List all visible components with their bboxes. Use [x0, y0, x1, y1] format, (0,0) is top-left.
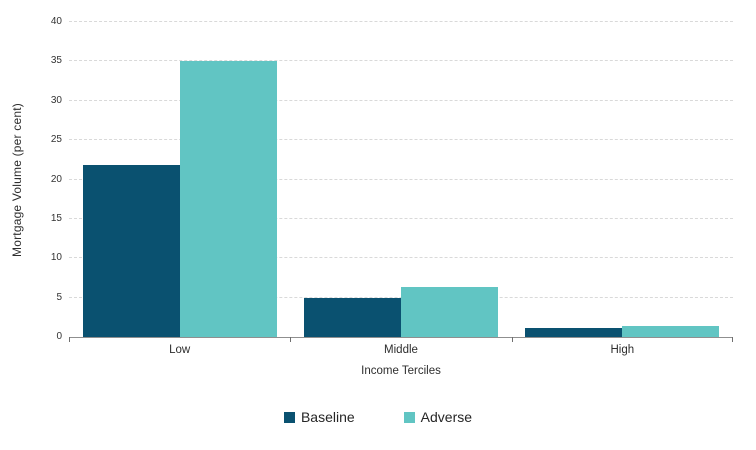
adverse-swatch-icon [403, 411, 415, 423]
x-tick-label-middle: Middle [384, 344, 418, 356]
x-axis-tick [69, 337, 70, 342]
bar-baseline-high [525, 328, 623, 337]
bar-adverse-high [622, 325, 720, 337]
x-axis-tick [290, 337, 291, 342]
y-tick-label-35: 35 [50, 55, 62, 67]
gridline-25 [69, 139, 733, 141]
legend: Baseline Adverse [0, 409, 756, 425]
x-axis-title: Income Terciles [361, 365, 441, 377]
legend-item-adverse: Adverse [403, 409, 473, 425]
gridline-10 [69, 257, 733, 259]
plot-area [69, 21, 733, 342]
bar-baseline-middle [304, 297, 401, 337]
gridline-15 [69, 217, 733, 219]
y-axis-tick-labels: 0 5 10 15 20 25 30 35 40 [0, 16, 62, 342]
y-tick-label-15: 15 [50, 212, 62, 224]
x-axis-tick-labels: Low Middle High [69, 344, 733, 359]
y-tick-label-20: 20 [50, 173, 62, 185]
y-tick-label-5: 5 [56, 291, 62, 303]
x-axis-tick [732, 337, 733, 342]
y-tick-label-30: 30 [50, 94, 62, 106]
legend-label-adverse: Adverse [420, 409, 473, 425]
y-tick-label-10: 10 [50, 252, 62, 264]
gridline-30 [69, 99, 733, 101]
legend-item-baseline: Baseline [283, 409, 355, 425]
bar-adverse-middle [401, 286, 498, 337]
baseline-swatch-icon [283, 411, 295, 423]
bar-adverse-low [179, 60, 277, 337]
y-tick-label-25: 25 [50, 134, 62, 146]
x-tick-label-high: High [610, 344, 635, 356]
y-tick-label-40: 40 [50, 16, 62, 27]
gridline-35 [69, 60, 733, 62]
x-axis-tick [512, 337, 513, 342]
gridline-20 [69, 178, 733, 180]
gridline-40 [69, 21, 733, 22]
x-tick-label-low: Low [169, 344, 191, 356]
bar-baseline-low [82, 165, 180, 337]
y-tick-label-0: 0 [56, 331, 62, 342]
legend-label-baseline: Baseline [300, 409, 355, 425]
